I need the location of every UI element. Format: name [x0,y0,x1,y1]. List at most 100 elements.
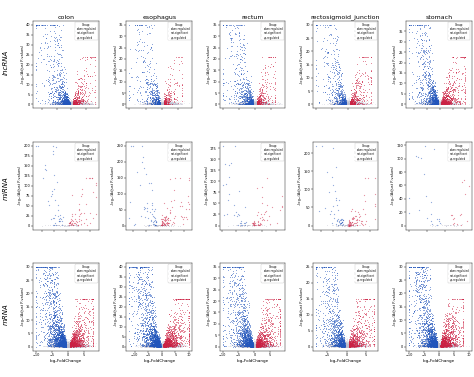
Point [170,341,178,347]
Point [67,101,75,107]
Point [335,333,343,339]
Point [66,343,74,349]
Point [136,300,144,306]
Point [144,100,151,106]
Point [243,343,250,349]
Point [426,327,433,333]
Point [162,101,169,107]
Point [335,332,343,338]
Point [405,22,413,28]
Point [156,340,164,346]
Point [70,101,77,107]
Point [258,315,265,321]
Point [349,101,356,107]
Point [56,100,64,106]
Point [156,342,164,348]
Point [68,101,76,107]
Point [440,342,448,348]
Point [413,85,420,91]
Point [162,100,169,106]
Point [150,96,157,102]
Point [344,101,352,107]
Point [251,343,258,349]
Point [441,343,448,349]
Point [74,101,82,107]
Point [64,341,72,347]
Point [360,341,367,347]
Point [72,101,79,107]
Point [64,343,71,349]
Point [55,216,63,222]
Point [344,343,351,349]
Point [53,342,61,348]
Point [432,340,440,346]
Point [150,343,158,349]
Point [58,342,65,348]
Point [430,336,438,342]
Point [325,75,333,81]
Point [249,100,256,106]
Point [240,343,247,349]
Point [241,90,248,96]
Point [346,343,354,349]
Point [237,343,245,349]
Point [247,342,255,348]
Point [62,343,69,349]
Point [337,101,345,107]
Point [253,343,261,349]
Point [429,334,437,340]
Point [338,343,346,349]
Point [249,343,256,349]
Point [460,55,467,61]
Point [65,101,73,107]
Point [444,339,451,345]
Point [54,42,62,48]
Point [150,342,158,348]
Point [428,343,435,349]
Point [340,334,348,340]
Point [48,342,55,348]
Point [253,343,260,349]
Point [448,343,456,349]
Point [439,343,447,349]
Point [166,343,173,349]
Point [157,343,164,349]
Point [246,341,253,347]
Point [52,343,60,349]
Point [429,343,437,349]
Point [358,336,366,342]
Point [256,339,264,345]
Point [161,343,168,349]
Point [247,101,255,107]
Point [242,101,249,107]
Point [165,342,173,348]
Point [176,100,184,106]
Point [446,86,454,92]
Point [62,341,70,347]
Point [156,343,164,349]
Point [362,339,369,345]
Point [63,343,71,349]
Point [51,269,59,275]
Point [135,303,142,309]
Point [71,101,79,107]
Point [66,343,73,349]
Point [91,63,99,69]
Point [330,335,337,341]
Point [68,341,75,347]
Point [431,337,438,343]
Point [253,341,261,347]
Point [262,340,269,346]
Point [154,99,162,105]
Point [243,222,251,228]
Point [249,100,256,106]
Point [432,343,439,349]
Point [153,343,160,349]
Point [165,334,173,340]
Point [366,296,374,302]
Point [184,313,192,319]
Point [252,343,259,349]
Point [433,342,440,348]
Point [73,101,81,107]
Point [333,312,341,318]
